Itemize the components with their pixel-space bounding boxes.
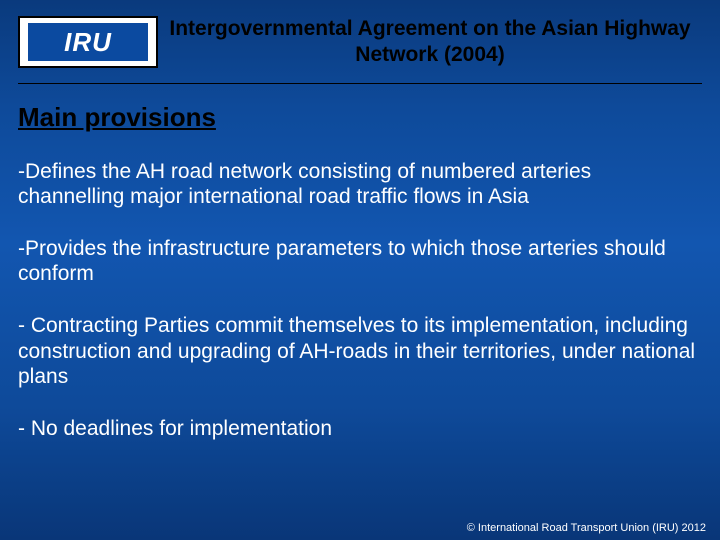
- provision-item: -Provides the infrastructure parameters …: [18, 236, 702, 287]
- copyright-footer: © International Road Transport Union (IR…: [467, 522, 706, 534]
- logo: IRU: [18, 16, 158, 68]
- logo-text: IRU: [28, 23, 148, 61]
- slide-header: IRU Intergovernmental Agreement on the A…: [0, 0, 720, 79]
- slide-body: -Defines the AH road network consisting …: [0, 159, 720, 442]
- provision-item: - No deadlines for implementation: [18, 416, 702, 442]
- provision-item: - Contracting Parties commit themselves …: [18, 313, 702, 390]
- section-title: Main provisions: [18, 102, 702, 133]
- provision-item: -Defines the AH road network consisting …: [18, 159, 702, 210]
- slide-title: Intergovernmental Agreement on the Asian…: [158, 16, 702, 69]
- header-divider: [18, 83, 702, 84]
